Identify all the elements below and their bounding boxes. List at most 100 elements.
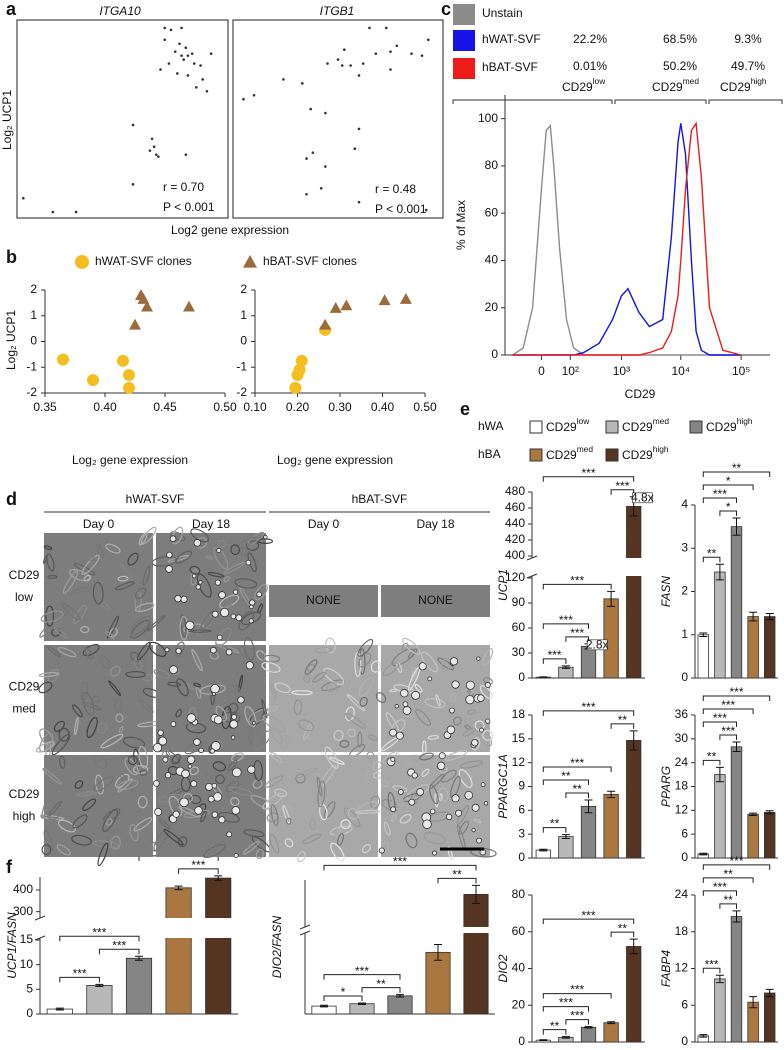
bar — [763, 616, 776, 679]
circle-marker — [173, 50, 177, 53]
significance-label: *** — [73, 967, 87, 981]
circle-marker — [192, 62, 196, 65]
axis-break — [35, 918, 238, 938]
cell-texture — [330, 842, 345, 862]
cell-texture — [175, 709, 182, 718]
cell-texture — [280, 734, 289, 750]
legend-swatch — [453, 30, 475, 51]
cell-texture — [337, 832, 345, 846]
cell-texture — [199, 844, 214, 855]
cell-texture — [351, 684, 362, 712]
lipid-droplet — [210, 683, 220, 694]
gate-label-sup: med — [683, 76, 700, 86]
cell-texture — [459, 760, 484, 769]
cell-texture — [86, 716, 98, 738]
error-bar — [715, 766, 724, 783]
significance-bracket — [98, 948, 140, 955]
lipid-droplet — [389, 728, 397, 737]
cell-texture — [59, 755, 66, 769]
cell-texture — [212, 761, 227, 772]
cell-texture — [243, 637, 255, 661]
lipid-droplet — [390, 756, 396, 762]
bar — [747, 616, 759, 679]
error-bar — [434, 943, 442, 961]
circle-marker — [178, 42, 181, 46]
y-tick-label: 15 — [512, 731, 526, 745]
cell-texture — [383, 821, 391, 836]
cell-texture — [303, 674, 311, 683]
cell-texture — [139, 769, 148, 776]
cell-texture — [196, 613, 212, 638]
cell-texture — [361, 844, 372, 854]
error-bar — [629, 730, 638, 751]
cell-texture — [184, 741, 203, 755]
cell-texture — [117, 778, 133, 793]
cell-texture — [242, 840, 260, 855]
y-tick-label: 12 — [512, 755, 526, 769]
cell-texture — [357, 638, 374, 657]
cell-texture — [73, 717, 79, 736]
circle-marker — [186, 74, 190, 77]
lipid-droplet — [445, 813, 453, 821]
lipid-droplet — [194, 806, 203, 815]
circle-marker — [427, 38, 430, 42]
circle-marker — [184, 153, 188, 156]
chart-title: ITGA10 — [99, 4, 141, 18]
cell-texture — [230, 797, 240, 807]
cell-texture — [415, 709, 432, 727]
row-label-bg — [2, 676, 46, 721]
y-tick-label: 18 — [675, 924, 689, 938]
micrograph — [44, 533, 153, 641]
significance-label: *** — [713, 487, 727, 501]
cell-texture — [359, 696, 368, 707]
lipid-droplet — [172, 810, 180, 818]
x-tick-label: 0.40 — [371, 400, 395, 414]
lipid-droplet — [248, 618, 254, 624]
legend-group: hBA — [478, 447, 501, 461]
group-header: hBAT-SVF — [352, 492, 408, 506]
panel-label: a — [6, 0, 17, 19]
significance-bracket — [323, 995, 363, 1001]
cell-texture — [382, 662, 399, 677]
lipid-droplet — [195, 584, 201, 590]
cell-texture — [326, 681, 338, 693]
y-tick-label: 4 — [681, 497, 688, 511]
legend-label-base: CD29 — [622, 448, 653, 462]
bar — [349, 1003, 375, 1015]
significance-bracket — [542, 476, 635, 482]
y-tick-label: -2 — [236, 385, 247, 399]
lipid-droplet — [229, 719, 239, 729]
cell-texture — [278, 806, 294, 818]
bar — [626, 740, 642, 859]
cell-texture — [399, 814, 412, 824]
cell-texture — [96, 543, 105, 558]
legend-label-base: CD29 — [622, 420, 653, 434]
triangle-marker — [137, 293, 150, 304]
significance-label: *** — [705, 957, 719, 971]
error-bar — [607, 590, 616, 607]
significance-bracket — [542, 779, 589, 786]
lipid-droplet — [231, 806, 241, 815]
lipid-droplet — [152, 743, 163, 753]
circle-marker — [22, 196, 25, 200]
cell-texture — [41, 844, 52, 856]
cell-texture — [463, 711, 482, 725]
cell-texture — [358, 652, 372, 668]
row-label: med — [12, 702, 35, 716]
lipid-droplet — [455, 809, 463, 817]
circle-marker — [167, 62, 171, 65]
x-tick-label: 0.50 — [213, 400, 237, 414]
cell-texture — [325, 637, 336, 654]
circle-marker — [195, 86, 198, 89]
circle-marker — [184, 46, 188, 50]
cell-texture — [130, 619, 151, 639]
lipid-droplet — [198, 747, 204, 754]
cell-texture — [129, 616, 151, 637]
lipid-droplet — [479, 727, 484, 733]
error-bar — [584, 799, 593, 814]
lipid-droplet — [212, 792, 223, 802]
gate-label-base: CD29 — [652, 80, 683, 94]
cell-texture — [367, 734, 378, 741]
cell-texture — [261, 661, 281, 673]
cell-texture — [148, 641, 167, 657]
